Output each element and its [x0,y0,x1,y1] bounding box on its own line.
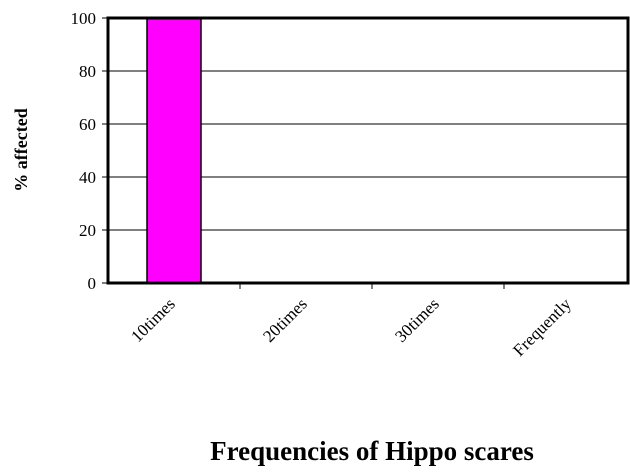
chart-title: Frequencies of Hippo scares [210,436,534,466]
y-tick-label: 40 [79,168,96,187]
y-tick-label: 0 [88,274,97,293]
y-tick-label: 20 [79,221,96,240]
y-tick-label: 60 [79,115,96,134]
bar [146,17,202,284]
x-tick-label: Frequently [509,294,575,360]
x-tick-label: 20times [259,294,311,346]
x-tick-label: 30times [391,294,443,346]
y-tick-label: 100 [71,9,97,28]
x-tick-label: 10times [127,294,179,346]
y-axis-label: % affected [11,108,31,191]
y-tick-label: 80 [79,62,96,81]
